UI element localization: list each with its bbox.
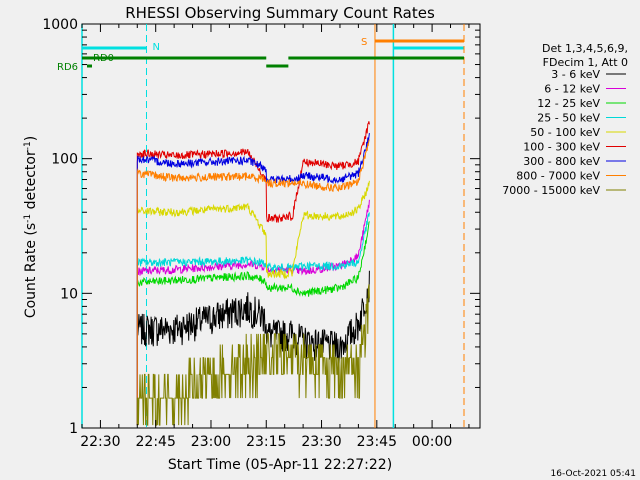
series-line-5 <box>136 180 370 426</box>
legend-label: 50 - 100 keV <box>530 126 600 139</box>
y-axis-label: Count Rate (s-1 detector-1) <box>23 136 39 318</box>
x-tick-label: 23:45 <box>357 434 397 450</box>
legend: Det 1,3,4,5,6,9,FDecim 1, Att 03 - 6 keV… <box>502 42 628 197</box>
y-tick-label: 1000 <box>42 17 78 33</box>
legend-label: 7000 - 15000 keV <box>502 184 600 197</box>
series-line-7 <box>136 133 370 426</box>
series-line-9 <box>136 284 370 426</box>
flag-rd6-label: RD6 <box>57 62 78 73</box>
x-axis-label: Start Time (05-Apr-11 22:27:22) <box>168 457 392 473</box>
series-line-8 <box>136 139 370 426</box>
legend-label: 300 - 800 keV <box>523 155 600 168</box>
series-line-1 <box>136 270 370 426</box>
legend-header: FDecim 1, Att 0 <box>543 56 628 69</box>
x-tick-label: 23:30 <box>301 434 341 450</box>
flags-layer: N S RD0 RD6 <box>57 24 465 428</box>
legend-label: 12 - 25 keV <box>537 97 600 110</box>
series-line-4 <box>136 212 370 426</box>
legend-label: 800 - 7000 keV <box>516 170 600 183</box>
chart-title: RHESSI Observing Summary Count Rates <box>125 4 435 22</box>
y-tick-label: 100 <box>51 152 78 168</box>
x-tick-label: 23:15 <box>246 434 286 450</box>
series-layer <box>136 121 370 426</box>
timestamp: 16-Oct-2021 05:41 <box>551 469 636 479</box>
x-tick-label: 00:00 <box>412 434 452 450</box>
y-tick-label: 10 <box>60 286 78 302</box>
legend-label: 6 - 12 keV <box>544 83 600 96</box>
legend-label: 25 - 50 keV <box>537 112 600 125</box>
flag-night-label: N <box>152 42 159 53</box>
x-tick-label: 22:45 <box>136 434 176 450</box>
legend-header: Det 1,3,4,5,6,9, <box>542 42 628 55</box>
x-tick-label: 22:30 <box>80 434 120 450</box>
axis-ticks: 22:30 22:45 23:00 23:15 23:30 23:45 00:00 1 10 10… <box>42 17 480 450</box>
flag-saa-label: S <box>361 37 367 48</box>
series-line-3 <box>136 221 370 426</box>
legend-label: 100 - 300 keV <box>523 141 600 154</box>
legend-label: 3 - 6 keV <box>551 68 600 81</box>
flag-rd0-label: RD0 <box>93 53 114 64</box>
x-tick-label: 23:00 <box>191 434 231 450</box>
y-tick-label: 1 <box>69 421 78 437</box>
